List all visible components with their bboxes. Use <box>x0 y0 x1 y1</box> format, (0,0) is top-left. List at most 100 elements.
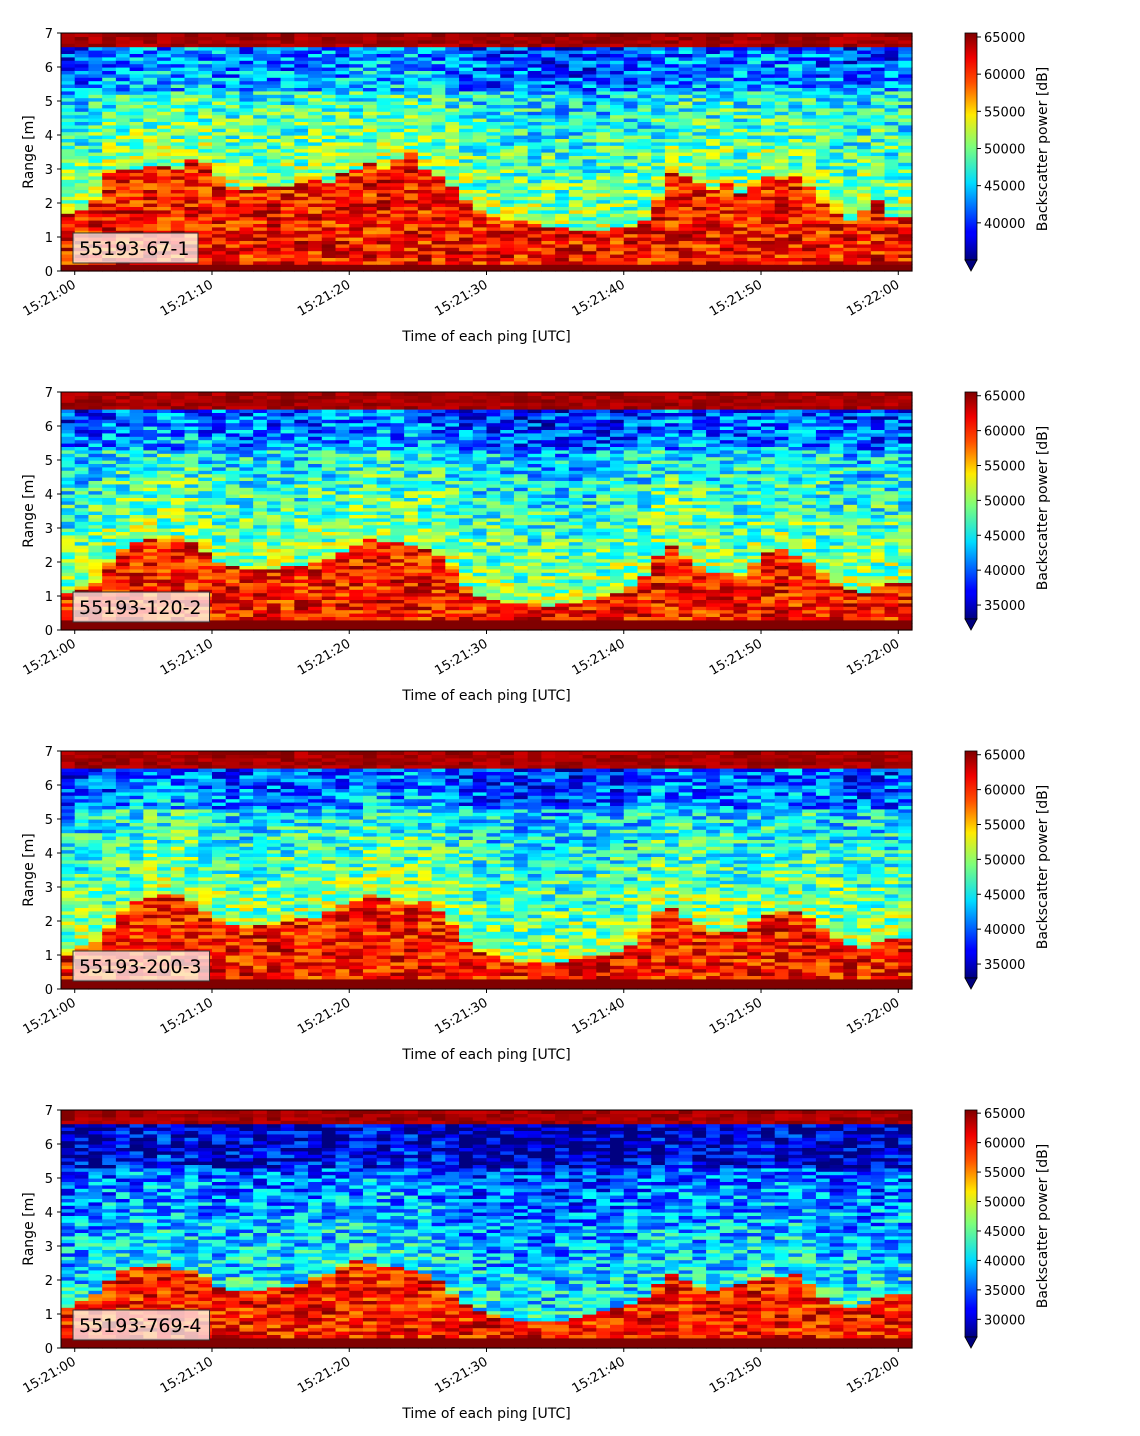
heatmap-cell <box>130 392 144 396</box>
heatmap-cell <box>390 132 404 136</box>
heatmap-cell <box>596 251 610 255</box>
heatmap-cell <box>185 33 199 37</box>
heatmap-cell <box>226 183 240 187</box>
heatmap-cell <box>308 217 322 221</box>
heatmap-cell <box>651 193 665 197</box>
heatmap-cell <box>679 193 693 197</box>
heatmap-cell <box>445 200 459 204</box>
heatmap-cell <box>294 251 308 255</box>
heatmap-cell <box>761 234 775 238</box>
heatmap-cell <box>88 504 102 508</box>
heatmap-cell <box>459 210 473 214</box>
heatmap-cell <box>692 227 706 231</box>
heatmap-cell <box>843 176 857 180</box>
heatmap-cell <box>75 392 89 396</box>
heatmap-cell <box>816 132 830 136</box>
heatmap-cell <box>281 149 295 153</box>
heatmap-cell <box>500 142 514 146</box>
heatmap-cell <box>775 210 789 214</box>
heatmap-cell <box>624 149 638 153</box>
heatmap-cell <box>473 227 487 231</box>
heatmap-cell <box>583 149 597 153</box>
heatmap-cell <box>569 264 583 268</box>
heatmap-cell <box>322 159 336 163</box>
heatmap-cell <box>830 234 844 238</box>
heatmap-cell <box>143 436 157 440</box>
heatmap-cell <box>75 193 89 197</box>
heatmap-cell <box>116 402 130 406</box>
heatmap-cell <box>734 166 748 170</box>
heatmap-cell <box>185 176 199 180</box>
heatmap-cell <box>75 419 89 423</box>
heatmap-cell <box>432 183 446 187</box>
heatmap-cell <box>596 264 610 268</box>
heatmap-cell <box>226 227 240 231</box>
heatmap-cell <box>185 193 199 197</box>
heatmap-cell <box>802 244 816 248</box>
heatmap-cell <box>349 183 363 187</box>
heatmap-cell <box>198 176 212 180</box>
heatmap-cell <box>239 149 253 153</box>
heatmap-cell <box>349 132 363 136</box>
heatmap-cell <box>473 217 487 221</box>
heatmap-cell <box>487 176 501 180</box>
heatmap-cell <box>281 159 295 163</box>
heatmap-cell <box>185 166 199 170</box>
heatmap-cell <box>651 33 665 37</box>
heatmap-cell <box>363 142 377 146</box>
heatmap-cell <box>843 234 857 238</box>
heatmap-cell <box>75 504 89 508</box>
heatmap-cell <box>747 217 761 221</box>
heatmap-cell <box>212 264 226 268</box>
heatmap-cell <box>528 234 542 238</box>
heatmap-cell <box>390 234 404 238</box>
heatmap-cell <box>734 142 748 146</box>
heatmap-cell <box>898 176 912 180</box>
heatmap-cell <box>226 200 240 204</box>
heatmap-cell <box>692 217 706 221</box>
heatmap-cell <box>294 200 308 204</box>
heatmap-cell <box>404 251 418 255</box>
heatmap-cell <box>432 166 446 170</box>
heatmap-cell <box>390 200 404 204</box>
heatmap-cell <box>336 200 350 204</box>
heatmap-cell <box>788 244 802 248</box>
heatmap-cell <box>185 183 199 187</box>
heatmap-cell <box>239 251 253 255</box>
heatmap-cell <box>596 234 610 238</box>
x-tick-label: 15:22:00 <box>844 277 902 319</box>
heatmap-cell <box>843 166 857 170</box>
heatmap-cell <box>226 264 240 268</box>
heatmap-cell <box>294 217 308 221</box>
heatmap-cell <box>665 217 679 221</box>
heatmap-cell <box>583 251 597 255</box>
heatmap-cell <box>487 251 501 255</box>
heatmap-cell <box>610 200 624 204</box>
heatmap-cell <box>541 200 555 204</box>
heatmap-cell <box>788 234 802 238</box>
heatmap-cell <box>88 33 102 37</box>
heatmap-cell <box>665 183 679 187</box>
heatmap-cell <box>157 176 171 180</box>
heatmap-cell <box>226 251 240 255</box>
heatmap-cell <box>459 176 473 180</box>
heatmap-cell <box>747 142 761 146</box>
heatmap-cell <box>514 183 528 187</box>
heatmap-cell <box>528 149 542 153</box>
heatmap-cell <box>459 217 473 221</box>
heatmap-cell <box>473 33 487 37</box>
heatmap-cell <box>596 166 610 170</box>
heatmap-cell <box>734 200 748 204</box>
heatmap-cell <box>267 234 281 238</box>
heatmap-cell <box>514 200 528 204</box>
heatmap-cell <box>102 176 116 180</box>
heatmap-cell <box>637 142 651 146</box>
heatmap-cell <box>336 234 350 238</box>
heatmap-cell <box>610 166 624 170</box>
heatmap-cell <box>185 200 199 204</box>
heatmap-cell <box>802 142 816 146</box>
heatmap-cell <box>267 244 281 248</box>
heatmap-cell <box>583 234 597 238</box>
heatmap-cell <box>830 132 844 136</box>
heatmap-cell <box>788 210 802 214</box>
